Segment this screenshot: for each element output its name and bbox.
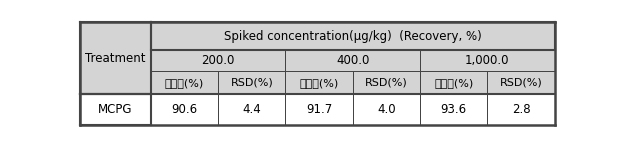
Text: 200.0: 200.0 <box>201 54 235 67</box>
Bar <box>80 22 151 94</box>
Text: 1,000.0: 1,000.0 <box>465 54 509 67</box>
Bar <box>353 71 420 94</box>
Bar <box>285 50 420 71</box>
Text: 400.0: 400.0 <box>336 54 370 67</box>
Bar <box>151 71 218 94</box>
Bar <box>285 94 353 125</box>
Text: 91.7: 91.7 <box>306 103 332 116</box>
Bar <box>218 71 285 94</box>
Bar <box>218 94 285 125</box>
Text: 회수율(%): 회수율(%) <box>434 78 474 88</box>
Text: 93.6: 93.6 <box>441 103 467 116</box>
Bar <box>80 94 151 125</box>
Bar <box>151 50 285 71</box>
Text: Treatment: Treatment <box>85 51 145 65</box>
Text: 90.6: 90.6 <box>171 103 197 116</box>
Bar <box>151 94 218 125</box>
Text: 4.0: 4.0 <box>377 103 396 116</box>
Text: MCPG: MCPG <box>98 103 132 116</box>
Text: Spiked concentration(μg/kg)  (Recovery, %): Spiked concentration(μg/kg) (Recovery, %… <box>224 30 482 42</box>
Bar <box>151 22 555 50</box>
Text: RSD(%): RSD(%) <box>500 78 542 88</box>
Text: RSD(%): RSD(%) <box>365 78 408 88</box>
Bar <box>420 71 487 94</box>
Text: 4.4: 4.4 <box>243 103 261 116</box>
Bar <box>420 50 555 71</box>
Text: 회수율(%): 회수율(%) <box>165 78 204 88</box>
Bar <box>487 94 555 125</box>
Bar <box>285 71 353 94</box>
Bar <box>487 71 555 94</box>
Text: RSD(%): RSD(%) <box>230 78 273 88</box>
Text: 회수율(%): 회수율(%) <box>300 78 339 88</box>
Bar <box>353 94 420 125</box>
Text: 2.8: 2.8 <box>512 103 530 116</box>
Bar <box>420 94 487 125</box>
